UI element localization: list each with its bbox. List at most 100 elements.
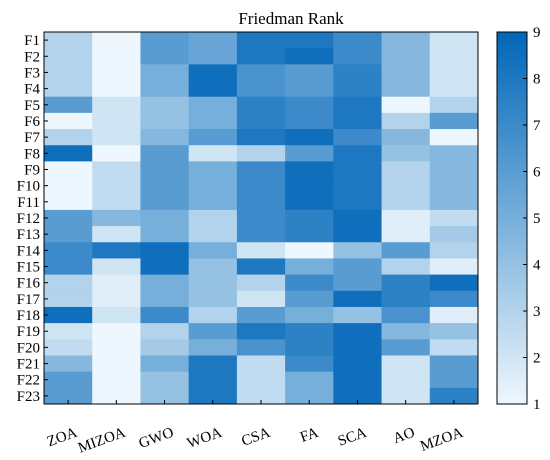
row-label-F19: F19 [17,324,40,340]
heatmap-cell-F17-WOA [188,290,238,308]
heatmap-cell-F6-GWO [140,112,190,130]
row-label-F17: F17 [17,292,41,308]
heatmap-cell-F1-SCA [333,32,383,49]
heatmap-cell-F1-CSA [236,32,286,49]
heatmap-cell-F3-AO [381,64,431,82]
heatmap-cell-F20-ZOA [44,339,93,356]
heatmap-cell-F1-AO [381,32,431,49]
heatmap-cell-F13-MZOA [429,226,479,243]
heatmap-cell-F10-SCA [333,177,383,195]
row-label-F16: F16 [17,276,41,292]
heatmap-cell-F21-MIZOA [92,355,141,373]
heatmap-cell-F22-MIZOA [92,371,141,389]
heatmap-cell-F14-CSA [236,242,286,259]
row-label-F7: F7 [24,130,40,146]
heatmap-cell-F15-GWO [140,258,190,276]
heatmap-cell-F15-WOA [188,258,238,276]
row-label-F14: F14 [17,243,41,259]
column-label-MZOA: MZOA [418,425,465,455]
heatmap-cell-F2-AO [381,48,431,65]
heatmap-cell-F9-GWO [140,161,190,179]
heatmap-cell-F5-AO [381,96,431,114]
heatmap-cell-F22-MZOA [429,371,479,389]
heatmap-cell-F3-SCA [333,64,383,82]
heatmap-cell-F3-FA [285,64,334,82]
heatmap-cell-F18-AO [381,306,431,324]
heatmap-cell-F6-FA [285,112,334,130]
heatmap-cell-F10-AO [381,177,431,195]
heatmap-cell-F14-GWO [140,242,190,259]
heatmap-cell-F23-WOA [188,387,238,405]
heatmap-cell-F4-MIZOA [92,80,141,98]
heatmap-cell-F2-WOA [188,48,238,65]
heatmap-cell-F14-FA [285,242,334,259]
heatmap-cell-F19-AO [381,323,431,340]
heatmap-cell-F19-ZOA [44,323,93,340]
heatmap-cell-F7-MZOA [429,129,479,146]
heatmap-cell-F11-SCA [333,193,383,211]
heatmap-cell-F8-AO [381,145,431,162]
heatmap-cell-F17-AO [381,290,431,308]
heatmap-cell-F10-FA [285,177,334,195]
heatmap-cell-F14-MIZOA [92,242,141,259]
heatmap-cell-F21-GWO [140,355,190,373]
column-label-WOA: WOA [185,425,224,452]
row-label-F23: F23 [17,389,40,405]
column-label-FA: FA [298,425,321,446]
heatmap-cell-F16-MIZOA [92,274,141,292]
heatmap-cell-F21-FA [285,355,334,373]
heatmap-cell-F9-MZOA [429,161,479,179]
heatmap-cell-F10-ZOA [44,177,93,195]
heatmap-cell-F11-WOA [188,193,238,211]
heatmap-cell-F13-GWO [140,226,190,243]
heatmap-cell-F14-MZOA [429,242,479,259]
heatmap-cell-F1-MIZOA [92,32,141,49]
heatmap-cell-F17-MIZOA [92,290,141,308]
heatmap-cell-F15-SCA [333,258,383,276]
heatmap-cell-F22-CSA [236,371,286,389]
row-label-F6: F6 [24,114,40,130]
heatmap-cell-F19-MIZOA [92,323,141,340]
row-label-F1: F1 [24,33,40,49]
heatmap-cell-F11-CSA [236,193,286,211]
heatmap-cell-F19-CSA [236,323,286,340]
heatmap-cell-F12-WOA [188,209,238,227]
heatmap-cell-F8-FA [285,145,334,162]
heatmap-cell-F14-SCA [333,242,383,259]
heatmap-cell-F19-FA [285,323,334,340]
heatmap-cell-F5-FA [285,96,334,114]
heatmap-cell-F5-ZOA [44,96,93,114]
heatmap-cell-F15-FA [285,258,334,276]
heatmap-cell-F21-AO [381,355,431,373]
heatmap-cell-F19-SCA [333,323,383,340]
heatmap-cell-F13-SCA [333,226,383,243]
colorbar-tick-label: 1 [533,397,541,413]
heatmap-cell-F23-MZOA [429,387,479,405]
heatmap-cell-F3-CSA [236,64,286,82]
colorbar [496,31,528,405]
heatmap-cell-F23-ZOA [44,387,93,405]
heatmap-cell-F10-CSA [236,177,286,195]
heatmap-cell-F17-GWO [140,290,190,308]
heatmap-cell-F22-ZOA [44,371,93,389]
heatmap-cell-F16-WOA [188,274,238,292]
heatmap-cell-F9-WOA [188,161,238,179]
heatmap-cell-F8-MIZOA [92,145,141,162]
heatmap-cell-F5-MIZOA [92,96,141,114]
heatmap-cell-F1-WOA [188,32,238,49]
heatmap-cell-F3-WOA [188,64,238,82]
heatmap-cell-F7-SCA [333,129,383,146]
heatmap-cell-F22-FA [285,371,334,389]
row-label-F13: F13 [17,227,40,243]
heatmap-cell-F10-WOA [188,177,238,195]
heatmap-cell-F23-GWO [140,387,190,405]
heatmap-cell-F13-ZOA [44,226,93,243]
heatmap-cell-F16-MZOA [429,274,479,292]
heatmap-cell-F7-FA [285,129,334,146]
heatmap-cell-F17-FA [285,290,334,308]
heatmap-cell-F18-GWO [140,306,190,324]
heatmap-cell-F21-MZOA [429,355,479,373]
heatmap-cell-F3-MIZOA [92,64,141,82]
